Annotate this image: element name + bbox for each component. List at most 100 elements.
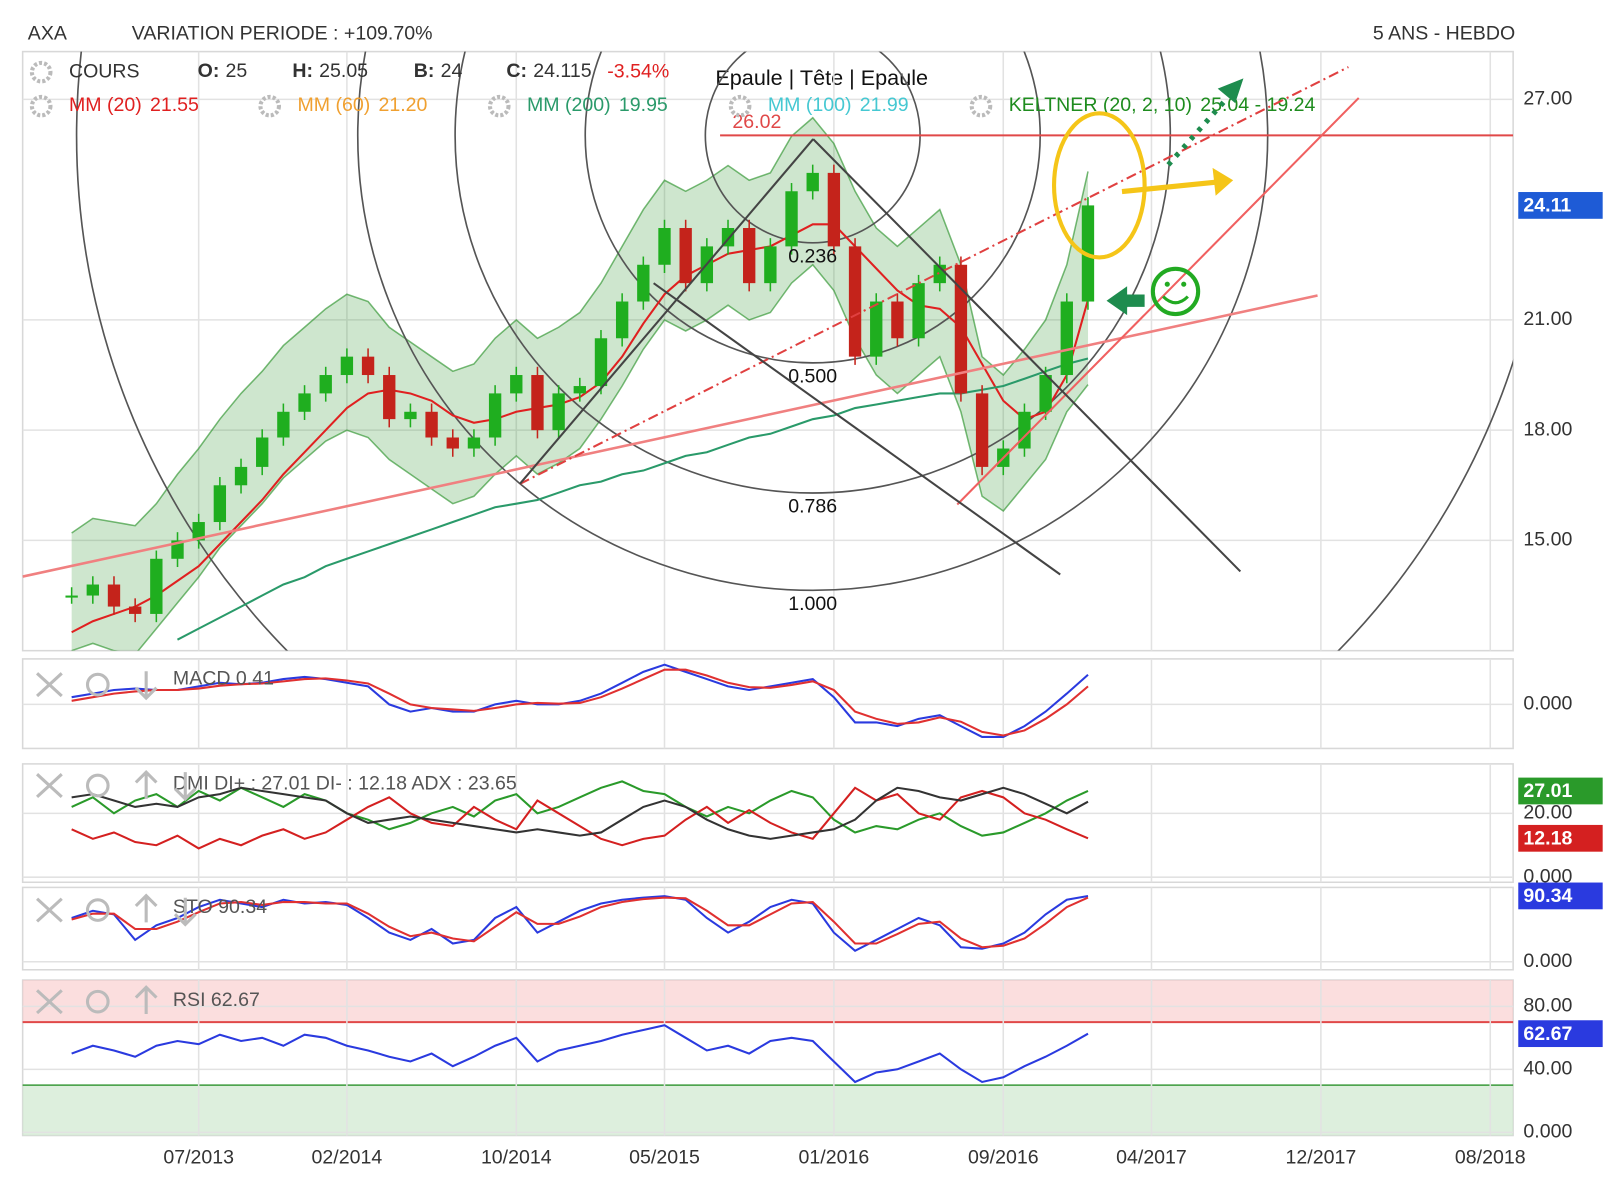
ohlc-value: 24 [441,60,463,82]
candle [764,246,777,284]
settings-icon[interactable] [487,94,511,118]
x-tick-label: 08/2018 [1455,1146,1526,1168]
ohlc-item: B: 24 [414,60,463,82]
drawings [22,66,1360,578]
close-icon[interactable] [36,989,63,1015]
highlight-ellipse [1051,111,1147,260]
candle [531,375,544,431]
down-icon[interactable] [173,897,197,927]
up-icon[interactable] [134,893,158,923]
y-tick-label: 0.000 [1523,865,1572,887]
down-icon[interactable] [173,772,197,802]
indicator-title: MACD 0.41 [173,668,274,690]
candle [510,375,523,394]
indicator-line [71,668,1089,737]
candle [870,301,883,357]
moving-average [176,357,1089,641]
candle [679,228,692,284]
indicator-line [71,896,1089,949]
x-tick-label: 09/2016 [968,1146,1039,1168]
value-tag [1518,777,1603,805]
ohlc-value: 25.05 [319,60,368,82]
green-arrow [1106,286,1145,316]
period: 5 ANS - HEBDO [1373,22,1515,44]
candle [298,393,311,412]
candle [319,375,332,394]
keltner-upper [71,116,1089,534]
legend-value: 19.95 [619,94,668,116]
green-dotted-arrow [1166,93,1232,167]
settings-icon[interactable] [969,94,993,118]
smiley-eye [1164,281,1170,287]
ohlc-key: H: [292,60,313,82]
down-icon[interactable] [134,671,158,701]
value-tag-label: 24.11 [1523,195,1571,217]
candle [361,356,375,376]
candle [150,558,163,614]
x-tick-label: 04/2017 [1116,1146,1187,1168]
settings-icon[interactable] [85,773,110,798]
up-icon[interactable] [134,769,158,799]
close-icon[interactable] [36,672,63,698]
variation: VARIATION PERIODE : +109.70% [132,22,433,44]
indicator-line [71,786,1089,840]
up-icon[interactable] [134,985,158,1015]
settings-icon[interactable] [728,94,752,118]
candle [192,522,205,541]
settings-icon[interactable] [85,898,110,922]
candle [383,375,396,420]
settings-icon[interactable] [29,60,53,84]
yellow-arrow [1121,179,1215,195]
settings-icon[interactable] [29,94,53,118]
settings-icon[interactable] [85,989,110,1014]
candle [1018,411,1031,449]
candle [637,264,650,302]
x-tick-label: 01/2016 [799,1146,870,1168]
candle [594,338,608,387]
fib-label: 0.500 [788,365,837,387]
legend-name: MM (200) [527,94,611,116]
close-icon[interactable] [36,773,63,798]
y-tick-label: 21.00 [1523,308,1572,330]
panel-icons [36,671,197,1015]
candle [467,437,481,449]
candle [128,606,142,614]
legend-name: MM (60) [297,94,370,116]
pattern-line [519,138,814,485]
indicator-line [71,894,1089,953]
ohlc-key: B: [414,60,435,82]
legend-item: MM (60) 21.20 [297,94,427,116]
pattern-line [653,282,1061,576]
candle [86,584,99,596]
y-tick-label: 0.000 [1523,693,1572,715]
fib-label: 1.000 [788,593,837,615]
indicator-title: RSI 62.67 [173,989,260,1011]
candle [425,411,438,438]
legend-cours: COURS [69,60,140,82]
close-icon[interactable] [36,897,63,923]
oversold-zone [22,1085,1514,1136]
candle [806,172,819,192]
legend-value: 21.99 [860,94,909,116]
candle [975,393,989,467]
settings-icon[interactable] [258,94,282,118]
candle [573,386,586,394]
y-tick-label: 40.00 [1523,1058,1572,1080]
candle [1060,301,1073,376]
value-tag-label: 62.67 [1523,1023,1572,1045]
x-tick-label: 07/2013 [163,1146,234,1168]
value-tag [1518,882,1603,910]
grid [22,763,1514,883]
indicator-line [71,1024,1089,1084]
legend-item: MM (200) 19.95 [527,94,668,116]
legend-name: MM (20) [69,94,142,116]
settings-icon[interactable] [85,672,110,697]
ohlc-item: O: 25 [198,60,248,82]
price-layer [65,51,1514,651]
y-tick-label: 15.00 [1523,529,1572,551]
candle [404,411,417,420]
y-tick-label: 18.00 [1523,418,1572,440]
x-tick-label: 02/2014 [312,1146,383,1168]
value-tag [1518,192,1603,219]
sto-panel [21,886,1514,971]
